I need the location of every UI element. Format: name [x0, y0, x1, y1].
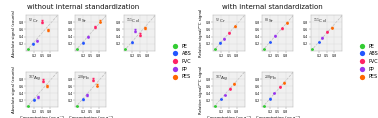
Legend: PE, ABS, PVC, PP, PES: PE, ABS, PVC, PP, PES: [170, 44, 191, 79]
Point: [281, 82, 287, 84]
Point: [226, 88, 232, 90]
Point: [267, 41, 273, 43]
Point: [221, 38, 227, 40]
Y-axis label: Absolute signal (counts): Absolute signal (counts): [12, 66, 16, 113]
Y-axis label: Relative signal/¹²C signal: Relative signal/¹²C signal: [199, 9, 203, 57]
Point: [94, 85, 100, 87]
Point: [260, 48, 266, 50]
Point: [45, 29, 51, 31]
Point: [267, 98, 273, 99]
Point: [316, 41, 322, 43]
X-axis label: Concentration (µg g⁻¹): Concentration (µg g⁻¹): [69, 116, 113, 118]
Point: [40, 80, 46, 82]
Text: $^{52}$Cr: $^{52}$Cr: [28, 17, 39, 26]
Point: [25, 105, 31, 107]
Point: [212, 48, 218, 50]
Text: $^{88}$Sr: $^{88}$Sr: [77, 17, 88, 26]
Point: [222, 94, 228, 96]
Point: [231, 83, 237, 85]
X-axis label: Concentration (µg g⁻¹): Concentration (µg g⁻¹): [20, 116, 64, 118]
Point: [96, 21, 102, 23]
Point: [132, 30, 138, 32]
Point: [34, 40, 40, 42]
Point: [218, 98, 224, 100]
Point: [84, 94, 90, 96]
Point: [35, 96, 41, 98]
Point: [260, 105, 266, 107]
Point: [142, 27, 148, 29]
Point: [39, 21, 45, 23]
Text: with internal standardization: with internal standardization: [222, 4, 322, 10]
Point: [328, 27, 335, 29]
Point: [73, 105, 79, 107]
Point: [271, 92, 277, 94]
Point: [44, 86, 50, 87]
Point: [122, 48, 129, 50]
Point: [309, 48, 315, 50]
Point: [91, 26, 98, 28]
Point: [319, 37, 325, 39]
Point: [212, 105, 218, 107]
Point: [73, 48, 79, 50]
Point: [277, 86, 283, 88]
Point: [279, 27, 285, 29]
Point: [85, 36, 91, 38]
Point: [30, 43, 36, 45]
Legend: PE, ABS, PVC, PP, PES: PE, ABS, PVC, PP, PES: [358, 44, 378, 79]
Point: [137, 34, 143, 36]
Point: [90, 80, 96, 81]
Point: [284, 22, 290, 24]
Point: [232, 25, 238, 27]
Text: $^{107}$Ag: $^{107}$Ag: [28, 74, 42, 84]
Point: [129, 41, 135, 43]
X-axis label: Concentration (µg g⁻¹): Concentration (µg g⁻¹): [256, 116, 300, 118]
Point: [80, 42, 86, 44]
Point: [81, 98, 87, 100]
Y-axis label: Absolute signal (counts): Absolute signal (counts): [12, 9, 16, 57]
Text: $^{111}$Cd: $^{111}$Cd: [313, 17, 327, 26]
Text: $^{107}$Ag: $^{107}$Ag: [215, 74, 229, 84]
Point: [25, 48, 31, 50]
Text: $^{52}$Cr: $^{52}$Cr: [215, 17, 226, 26]
Text: $^{88}$Sr: $^{88}$Sr: [264, 17, 275, 26]
Y-axis label: Relative signal/¹²C signal: Relative signal/¹²C signal: [199, 65, 203, 114]
Point: [324, 31, 330, 33]
Text: without internal standardization: without internal standardization: [27, 4, 139, 10]
Point: [226, 32, 232, 34]
Text: $^{111}$Cd: $^{111}$Cd: [126, 17, 139, 26]
Text: $^{208}$Pb: $^{208}$Pb: [77, 74, 90, 83]
Point: [272, 35, 278, 36]
Point: [217, 42, 223, 44]
X-axis label: Concentration (µg g⁻¹): Concentration (µg g⁻¹): [207, 116, 251, 118]
Text: $^{208}$Pb: $^{208}$Pb: [264, 74, 277, 83]
Point: [31, 99, 37, 101]
